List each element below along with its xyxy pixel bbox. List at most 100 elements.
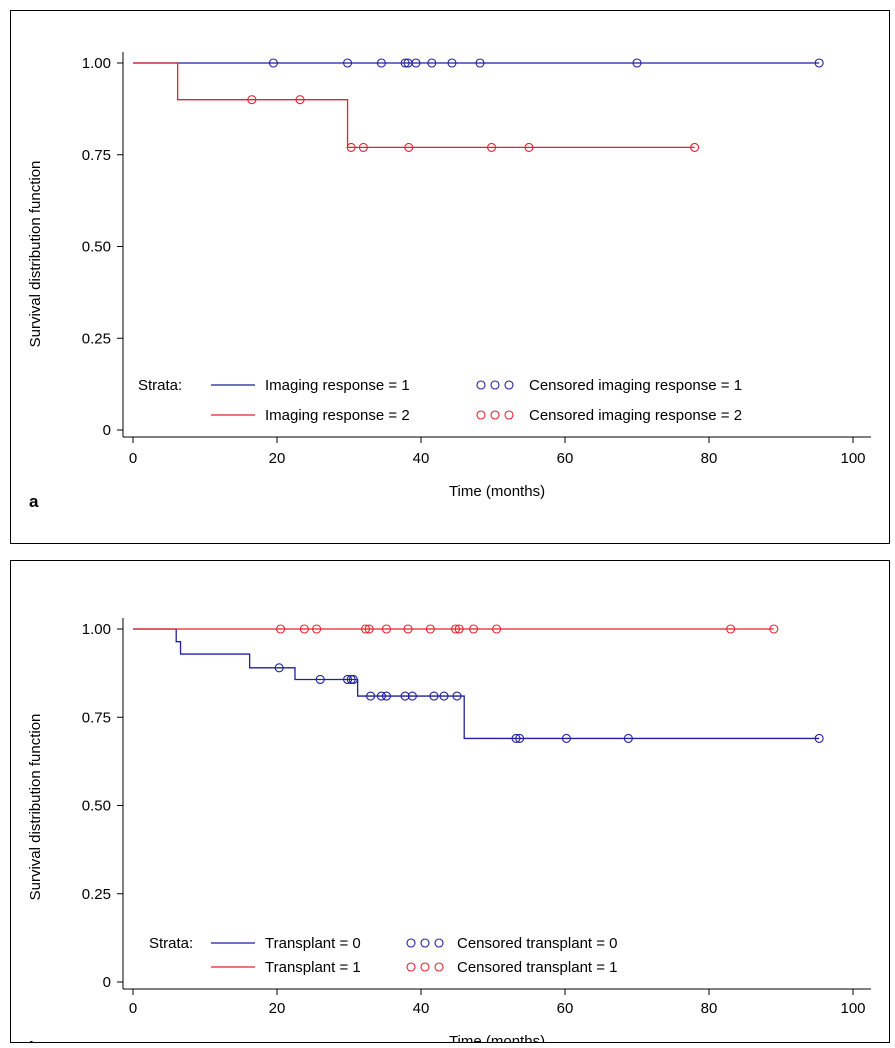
x-tick-label: 40 <box>413 1000 430 1017</box>
x-axis-label: Time (months) <box>449 483 545 500</box>
y-tick-label: 0.50 <box>82 798 111 815</box>
censored-point-2 <box>364 624 374 634</box>
censored-point-2 <box>425 624 435 634</box>
chart-panel-b: 0 0.25 0.50 0.75 1.00 0 20 40 60 80 100 Time (month… <box>10 560 890 1043</box>
y-tick-label: 0.75 <box>82 147 111 164</box>
panel-label: b <box>29 1038 39 1042</box>
x-tick-label: 60 <box>557 450 574 467</box>
y-tick-label: 0 <box>103 974 111 991</box>
legend-censored-label: Censored imaging response = 2 <box>529 407 742 424</box>
x-axis-label: Time (months) <box>449 1033 545 1042</box>
legend-censored-label: Censored transplant = 1 <box>457 959 618 976</box>
legend-strata-label: Strata: <box>149 935 193 952</box>
censored-point-2 <box>295 95 305 105</box>
censored-point-1 <box>274 663 284 673</box>
legend-censored-label: Censored transplant = 0 <box>457 935 618 952</box>
censored-point-1 <box>376 58 386 68</box>
legend-series-label: Imaging response = 1 <box>265 377 410 394</box>
legend-censor-swatch <box>406 938 416 948</box>
censored-point-2 <box>726 624 736 634</box>
censored-point-2 <box>358 142 368 152</box>
censored-point-1 <box>632 58 642 68</box>
censored-point-1 <box>429 691 439 701</box>
censored-point-2 <box>690 142 700 152</box>
legend-series-label: Transplant = 1 <box>265 959 361 976</box>
legend-censor-swatch <box>476 410 486 420</box>
censored-point-1 <box>439 691 449 701</box>
censored-point-1 <box>343 58 353 68</box>
censored-point-2 <box>276 624 286 634</box>
survival-chart-a: 0 0.25 0.50 0.75 1.00 0 20 40 60 80 100 Time (month… <box>27 52 871 511</box>
y-tick-label: 0.50 <box>82 239 111 256</box>
censored-point-2 <box>492 624 502 634</box>
censored-point-1 <box>427 58 437 68</box>
censored-point-1 <box>475 58 485 68</box>
legend-censor-swatch <box>490 380 500 390</box>
censored-point-1 <box>814 733 824 743</box>
x-tick-label: 100 <box>840 450 865 467</box>
legend-series-label: Transplant = 0 <box>265 935 361 952</box>
y-axis-label: Survival distribution function <box>27 161 44 348</box>
x-tick-label: 80 <box>701 1000 718 1017</box>
x-tick-label: 100 <box>840 1000 865 1017</box>
y-tick-label: 0 <box>103 422 111 439</box>
censored-point-1 <box>452 691 462 701</box>
legend-censored-label: Censored imaging response = 1 <box>529 377 742 394</box>
x-tick-label: 20 <box>269 450 286 467</box>
panel-label: a <box>29 492 39 511</box>
legend-censor-swatch <box>504 410 514 420</box>
y-axis-label: Survival distribution function <box>27 714 44 901</box>
censored-point-1 <box>315 674 325 685</box>
legend-strata-label: Strata: <box>138 377 182 394</box>
x-tick-label: 40 <box>413 450 430 467</box>
censored-point-1 <box>623 733 633 743</box>
censored-point-1 <box>366 691 376 701</box>
censored-point-1 <box>343 674 353 685</box>
y-tick-label: 1.00 <box>82 55 111 72</box>
censored-point-1 <box>400 58 410 68</box>
censored-point-2 <box>769 624 779 634</box>
legend-censor-swatch <box>476 380 486 390</box>
censored-point-2 <box>381 624 391 634</box>
x-tick-label: 60 <box>557 1000 574 1017</box>
legend-censor-swatch <box>434 938 444 948</box>
legend-censor-swatch <box>434 962 444 972</box>
censored-point-2 <box>524 142 534 152</box>
chart-panel-a: 0 0.25 0.50 0.75 1.00 0 20 40 60 80 100 Time (month… <box>10 10 890 544</box>
censored-point-1 <box>400 691 410 701</box>
censored-point-2 <box>451 624 461 634</box>
censored-point-1 <box>511 733 521 743</box>
y-tick-label: 0.25 <box>82 886 111 903</box>
x-tick-label: 80 <box>701 450 718 467</box>
censored-point-1 <box>376 691 386 701</box>
x-tick-label: 0 <box>129 1000 137 1017</box>
series-line-2 <box>133 62 695 149</box>
censored-point-2 <box>454 624 464 634</box>
censored-point-1 <box>814 58 824 68</box>
y-tick-label: 1.00 <box>82 621 111 638</box>
censored-point-1 <box>348 674 358 685</box>
censored-point-2 <box>312 624 322 634</box>
legend-censor-swatch <box>406 962 416 972</box>
survival-chart-b: 0 0.25 0.50 0.75 1.00 0 20 40 60 80 100 Time (month… <box>27 618 871 1042</box>
censored-point-2 <box>247 95 257 105</box>
censored-point-1 <box>411 58 421 68</box>
legend-censor-swatch <box>504 380 514 390</box>
censored-point-1 <box>447 58 457 68</box>
censored-point-2 <box>346 142 356 152</box>
censored-point-2 <box>403 624 413 634</box>
censored-point-2 <box>487 142 497 152</box>
censored-point-1 <box>561 733 571 743</box>
legend-censor-swatch <box>420 962 430 972</box>
x-tick-label: 20 <box>269 1000 286 1017</box>
censored-point-2 <box>361 624 371 634</box>
legend-series-label: Imaging response = 2 <box>265 407 410 424</box>
y-tick-label: 0.25 <box>82 330 111 347</box>
censored-point-2 <box>404 142 414 152</box>
series-line-1 <box>133 628 820 740</box>
y-tick-label: 0.75 <box>82 709 111 726</box>
legend-censor-swatch <box>420 938 430 948</box>
censored-point-1 <box>268 58 278 68</box>
censored-point-1 <box>515 733 525 743</box>
censored-point-1 <box>407 691 417 701</box>
